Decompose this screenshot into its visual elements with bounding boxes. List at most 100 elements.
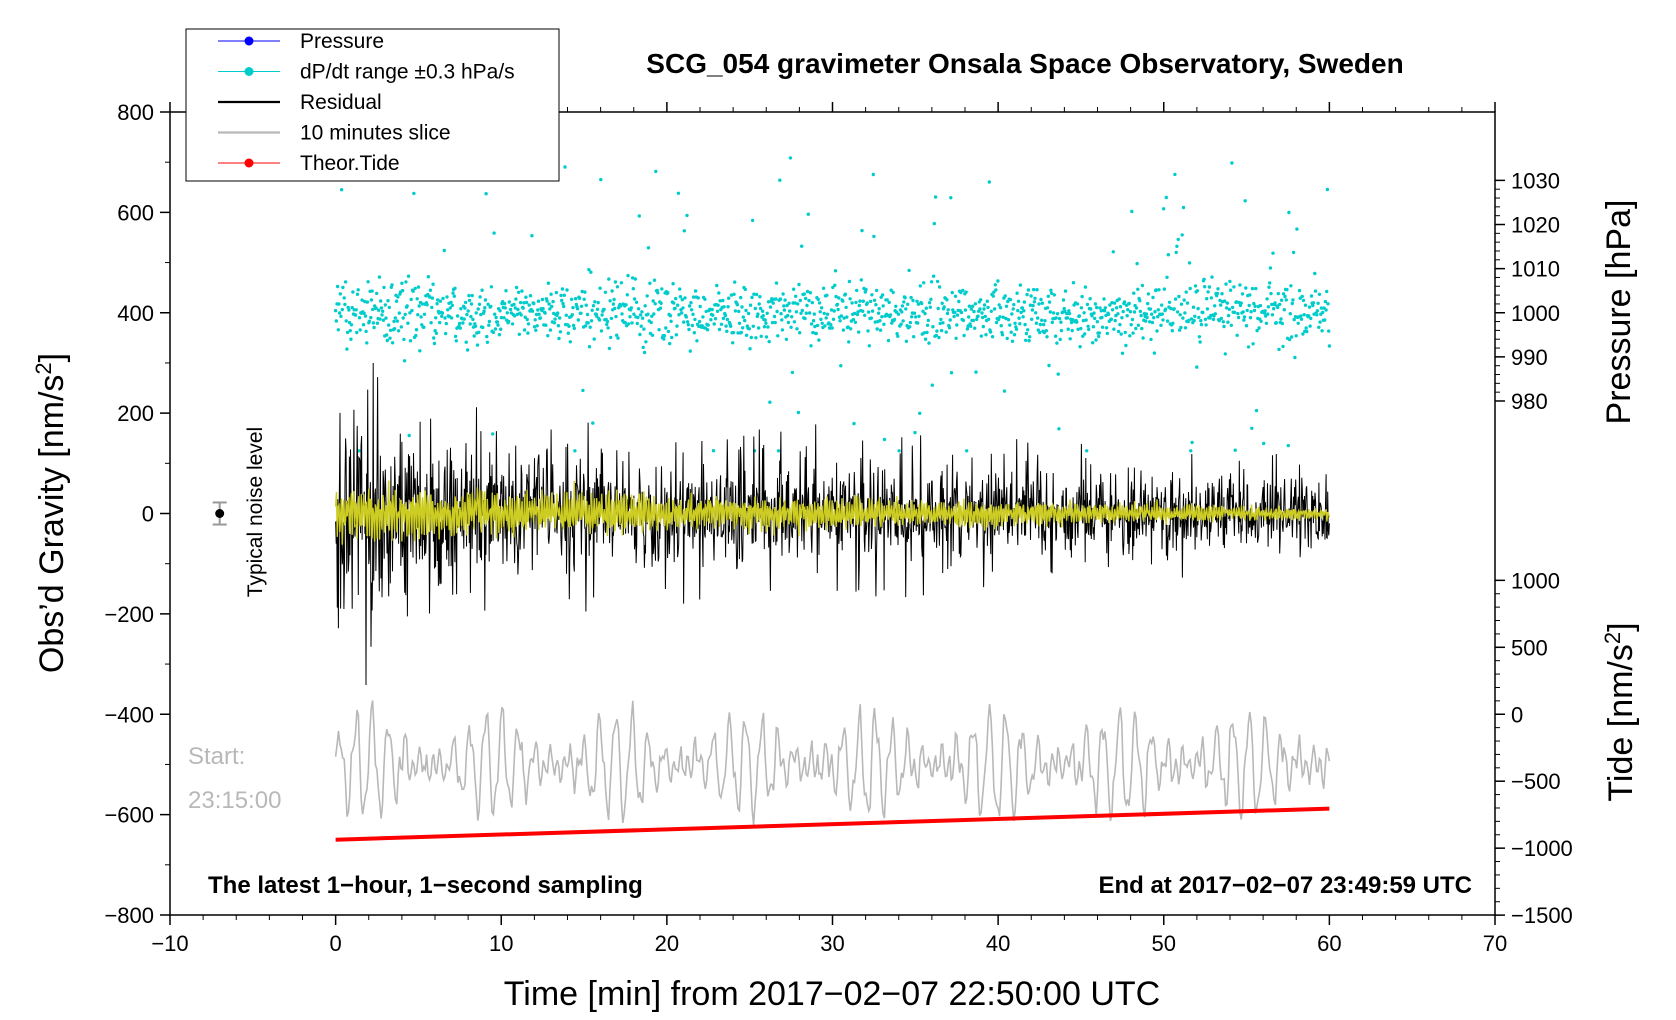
dpdt-point: [1225, 301, 1230, 305]
dpdt-point: [894, 304, 898, 308]
dpdt-point: [602, 307, 606, 312]
dpdt-point: [632, 297, 637, 301]
dpdt-point: [1244, 286, 1248, 290]
dpdt-point: [623, 321, 627, 325]
dpdt-point: [475, 343, 480, 347]
dpdt-point: [662, 334, 667, 338]
dpdt-point: [476, 307, 480, 311]
dpdt-point: [575, 307, 580, 311]
dpdt-point: [1276, 291, 1281, 296]
dpdt-point: [931, 325, 935, 329]
dpdt-point: [1117, 297, 1121, 301]
dpdt-point: [556, 311, 560, 315]
dpdt-point: [1059, 328, 1064, 333]
dpdt-point: [1292, 317, 1296, 322]
footer-sampling-note: The latest 1−hour, 1−second sampling: [208, 872, 643, 899]
dpdt-point: [635, 321, 639, 326]
dpdt-point: [937, 285, 942, 289]
dpdt-point: [430, 305, 434, 310]
dpdt-point: [750, 218, 755, 223]
dpdt-point: [744, 333, 749, 337]
dpdt-point: [1199, 319, 1203, 323]
dpdt-point: [920, 301, 924, 306]
dpdt-point: [751, 324, 755, 328]
dpdt-point: [1028, 335, 1032, 339]
dpdt-point: [354, 308, 358, 312]
dpdt-point: [573, 297, 578, 301]
dpdt-point: [360, 298, 364, 302]
dpdt-point: [337, 302, 341, 306]
dpdt-point: [1170, 329, 1175, 333]
dpdt-point: [760, 309, 765, 313]
dpdt-point: [455, 314, 460, 318]
dpdt-point: [390, 283, 394, 287]
dpdt-point: [797, 282, 801, 287]
dpdt-point: [1148, 307, 1153, 311]
dpdt-point: [1070, 328, 1074, 333]
x-axis-title: Time [min] from 2017−02−07 22:50:00 UTC: [504, 975, 1160, 1013]
dpdt-point: [428, 288, 433, 292]
dpdt-point: [1162, 287, 1167, 291]
dpdt-point: [446, 308, 450, 312]
dpdt-point: [487, 323, 491, 327]
dpdt-point: [792, 320, 797, 324]
dpdt-point: [829, 323, 833, 327]
dpdt-point: [673, 306, 677, 310]
dpdt-point: [626, 273, 630, 278]
dpdt-point: [1140, 283, 1145, 288]
dpdt-point: [463, 306, 467, 310]
dpdt-point: [963, 308, 968, 312]
dpdt-point: [904, 307, 908, 311]
dpdt-point: [1288, 312, 1293, 316]
dpdt-point: [729, 324, 733, 328]
dpdt-point: [671, 282, 675, 286]
dpdt-point: [351, 290, 355, 294]
dpdt-point: [1290, 301, 1295, 306]
dpdt-point: [900, 304, 905, 308]
dpdt-point: [357, 316, 362, 320]
tide-tick-label: −1000: [1511, 836, 1573, 861]
dpdt-point: [337, 311, 342, 315]
dpdt-point: [651, 299, 655, 303]
dpdt-point: [1018, 283, 1023, 287]
dpdt-point: [815, 323, 820, 328]
dpdt-point: [362, 311, 366, 315]
dpdt-point: [526, 322, 531, 326]
legend-items: Pressure dP/dt range ±0.3 hPa/s Residual 10…: [218, 30, 515, 175]
dpdt-point: [763, 318, 767, 322]
dpdt-point: [722, 305, 726, 309]
dpdt-point: [438, 320, 442, 325]
dpdt-point: [758, 295, 762, 299]
dpdt-point: [433, 329, 437, 333]
y-left-tick-label: −400: [104, 702, 154, 727]
dpdt-point: [897, 449, 901, 453]
dpdt-point: [453, 286, 457, 290]
dpdt-point: [584, 303, 588, 307]
dpdt-point: [1144, 312, 1149, 316]
dpdt-point: [1204, 323, 1208, 327]
dpdt-point: [1325, 289, 1329, 294]
dpdt-point: [611, 302, 616, 306]
dpdt-point: [807, 311, 812, 315]
dpdt-point: [1093, 302, 1098, 306]
dpdt-point: [744, 308, 748, 313]
dpdt-point: [521, 306, 525, 310]
legend-marker-4: [244, 158, 254, 168]
dpdt-point: [685, 320, 690, 324]
dpdt-point: [733, 280, 737, 284]
dpdt-point: [1174, 250, 1178, 255]
dpdt-point: [1224, 306, 1229, 310]
dpdt-point: [429, 321, 433, 325]
dpdt-point: [874, 288, 879, 293]
dpdt-point: [666, 290, 670, 295]
dpdt-point: [415, 297, 419, 301]
dpdt-point: [1293, 355, 1297, 360]
dpdt-point: [1235, 333, 1239, 337]
dpdt-point: [993, 283, 997, 287]
dpdt-point: [1182, 298, 1186, 302]
dpdt-point: [1219, 303, 1223, 307]
dpdt-point: [972, 309, 976, 314]
dpdt-point: [771, 301, 775, 305]
dpdt-point: [1110, 308, 1115, 312]
dpdt-point: [649, 320, 653, 325]
